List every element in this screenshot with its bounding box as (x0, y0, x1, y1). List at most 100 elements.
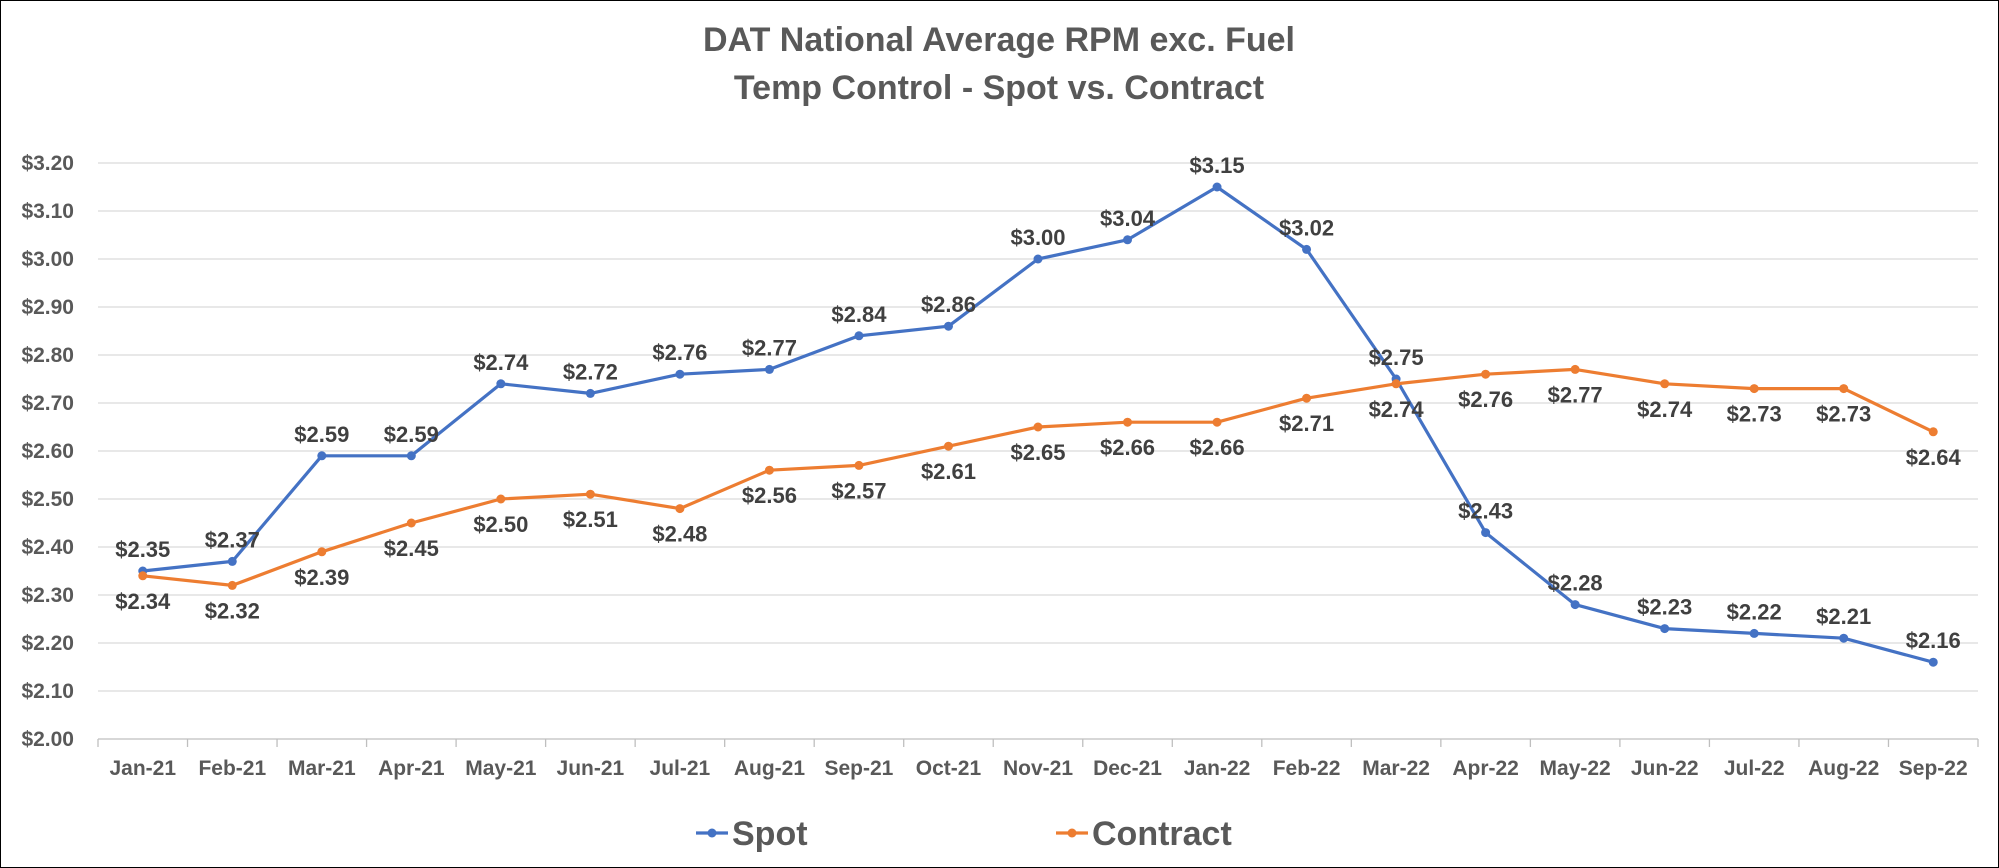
contract-data-point (675, 504, 685, 514)
spot-data-label: $2.16 (1906, 628, 1961, 653)
x-tick-label: Jun-21 (557, 757, 625, 780)
series-lines (138, 182, 1938, 667)
contract-data-point (854, 460, 864, 470)
contract-data-point (1570, 364, 1580, 374)
y-tick-label: $2.70 (21, 392, 74, 415)
data-labels: $2.35 $2.37 $2.59 $2.59 $2.74 $2.72 $2.76 $2.77… (115, 153, 1961, 653)
contract-data-point (1302, 393, 1312, 403)
spot-data-label: $2.21 (1816, 604, 1871, 629)
contract-data-point (1928, 427, 1938, 437)
x-tick-label: Jan-21 (109, 757, 176, 780)
spot-data-label: $2.74 (473, 350, 529, 375)
gridlines (98, 162, 1978, 692)
contract-data-label: $2.39 (294, 565, 349, 590)
x-tick-label: Feb-21 (198, 757, 266, 780)
contract-data-point (1660, 379, 1670, 389)
spot-data-label: $2.77 (742, 335, 797, 360)
contract-data-point (764, 465, 774, 475)
spot-data-label: $2.28 (1548, 571, 1603, 596)
y-tick-label: $2.20 (21, 632, 74, 655)
contract-data-label: $2.65 (1010, 440, 1065, 465)
y-tick-label: $3.10 (21, 200, 74, 223)
spot-data-point (1212, 182, 1222, 192)
legend-marker-spot (707, 828, 717, 838)
y-tick-label: $2.50 (21, 488, 74, 511)
spot-data-label: $2.72 (563, 359, 618, 384)
spot-data-point (1660, 624, 1670, 634)
contract-data-point (138, 571, 148, 581)
spot-data-label: $2.23 (1637, 595, 1692, 620)
contract-data-label: $2.56 (742, 483, 797, 508)
legend-marker-contract (1067, 828, 1077, 838)
chart-title-line-2: Temp Control - Spot vs. Contract (734, 69, 1264, 107)
x-tick-label: Feb-22 (1273, 757, 1341, 780)
contract-data-label: $2.71 (1279, 411, 1334, 436)
y-tick-label: $2.80 (21, 344, 74, 367)
spot-data-label: $2.84 (831, 302, 887, 327)
spot-data-point (1123, 235, 1133, 245)
contract-data-point (406, 518, 416, 528)
y-tick-label: $2.40 (21, 536, 74, 559)
contract-data-label: $2.32 (205, 598, 260, 623)
contract-data-point (1749, 384, 1759, 394)
contract-data-label: $2.50 (473, 512, 528, 537)
y-tick-label: $2.10 (21, 680, 74, 703)
chart-title-group: DAT National Average RPM exc. Fuel Temp … (703, 21, 1295, 107)
axes: $2.00 $2.10 $2.20 $2.30 $2.40 $2.50 $2.60 $2.70… (21, 152, 1979, 780)
contract-data-label: $2.61 (921, 459, 976, 484)
contract-data-point (1033, 422, 1043, 432)
y-tick-label: $2.90 (21, 296, 74, 319)
x-tick-label: Jan-22 (1184, 757, 1251, 780)
x-tick-label: May-21 (465, 757, 537, 780)
x-tick-label: Nov-21 (1003, 757, 1073, 780)
spot-data-point (854, 331, 864, 341)
contract-data-point (585, 489, 595, 499)
spot-data-label: $3.00 (1010, 225, 1065, 250)
y-tick-label: $3.20 (21, 152, 74, 175)
spot-data-label: $2.86 (921, 292, 976, 317)
spot-data-label: $3.04 (1100, 206, 1156, 231)
spot-data-point (1928, 657, 1938, 667)
contract-data-point (317, 547, 327, 557)
spot-data-point (1033, 254, 1043, 264)
spot-data-point (1749, 628, 1759, 638)
x-tick-label: Aug-22 (1808, 757, 1879, 780)
contract-data-label: $2.74 (1369, 397, 1425, 422)
contract-data-point (1391, 379, 1401, 389)
contract-data-label: $2.66 (1190, 435, 1245, 460)
legend-item-contract: Contract (1056, 815, 1232, 853)
contract-data-label: $2.45 (384, 536, 439, 561)
chart-title-line-1: DAT National Average RPM exc. Fuel (703, 21, 1295, 59)
spot-data-point (943, 321, 953, 331)
spot-data-label: $2.22 (1727, 599, 1782, 624)
y-tick-label: $2.00 (21, 728, 74, 751)
x-tick-label: Apr-22 (1452, 757, 1519, 780)
spot-data-point (1302, 244, 1312, 254)
x-tick-label: Mar-21 (288, 757, 356, 780)
x-tick-label: Oct-21 (916, 757, 982, 780)
y-tick-label: $2.30 (21, 584, 74, 607)
spot-data-label: $3.02 (1279, 215, 1334, 240)
x-tick-label: Mar-22 (1362, 757, 1430, 780)
y-tick-label: $3.00 (21, 248, 74, 271)
legend-item-spot: Spot (696, 815, 808, 853)
x-tick-label: Apr-21 (378, 757, 445, 780)
spot-data-label: $2.37 (205, 527, 260, 552)
spot-data-point (1570, 600, 1580, 610)
spot-data-label: $2.59 (384, 422, 439, 447)
legend-label-spot: Spot (732, 815, 808, 853)
x-tick-label: Aug-21 (734, 757, 805, 780)
spot-data-point (1839, 633, 1849, 643)
x-tick-label: Jun-22 (1631, 757, 1699, 780)
spot-data-label: $2.75 (1369, 345, 1424, 370)
contract-data-label: $2.74 (1637, 397, 1693, 422)
contract-data-point (1212, 417, 1222, 427)
spot-data-label: $2.35 (115, 537, 170, 562)
legend: Spot Contract (696, 815, 1232, 853)
spot-data-label: $3.15 (1190, 153, 1245, 178)
spot-data-point (317, 451, 327, 461)
contract-data-label: $2.34 (115, 589, 171, 614)
x-tick-label: Dec-21 (1093, 757, 1162, 780)
x-tick-label: Jul-22 (1724, 757, 1785, 780)
contract-data-point (227, 580, 237, 590)
